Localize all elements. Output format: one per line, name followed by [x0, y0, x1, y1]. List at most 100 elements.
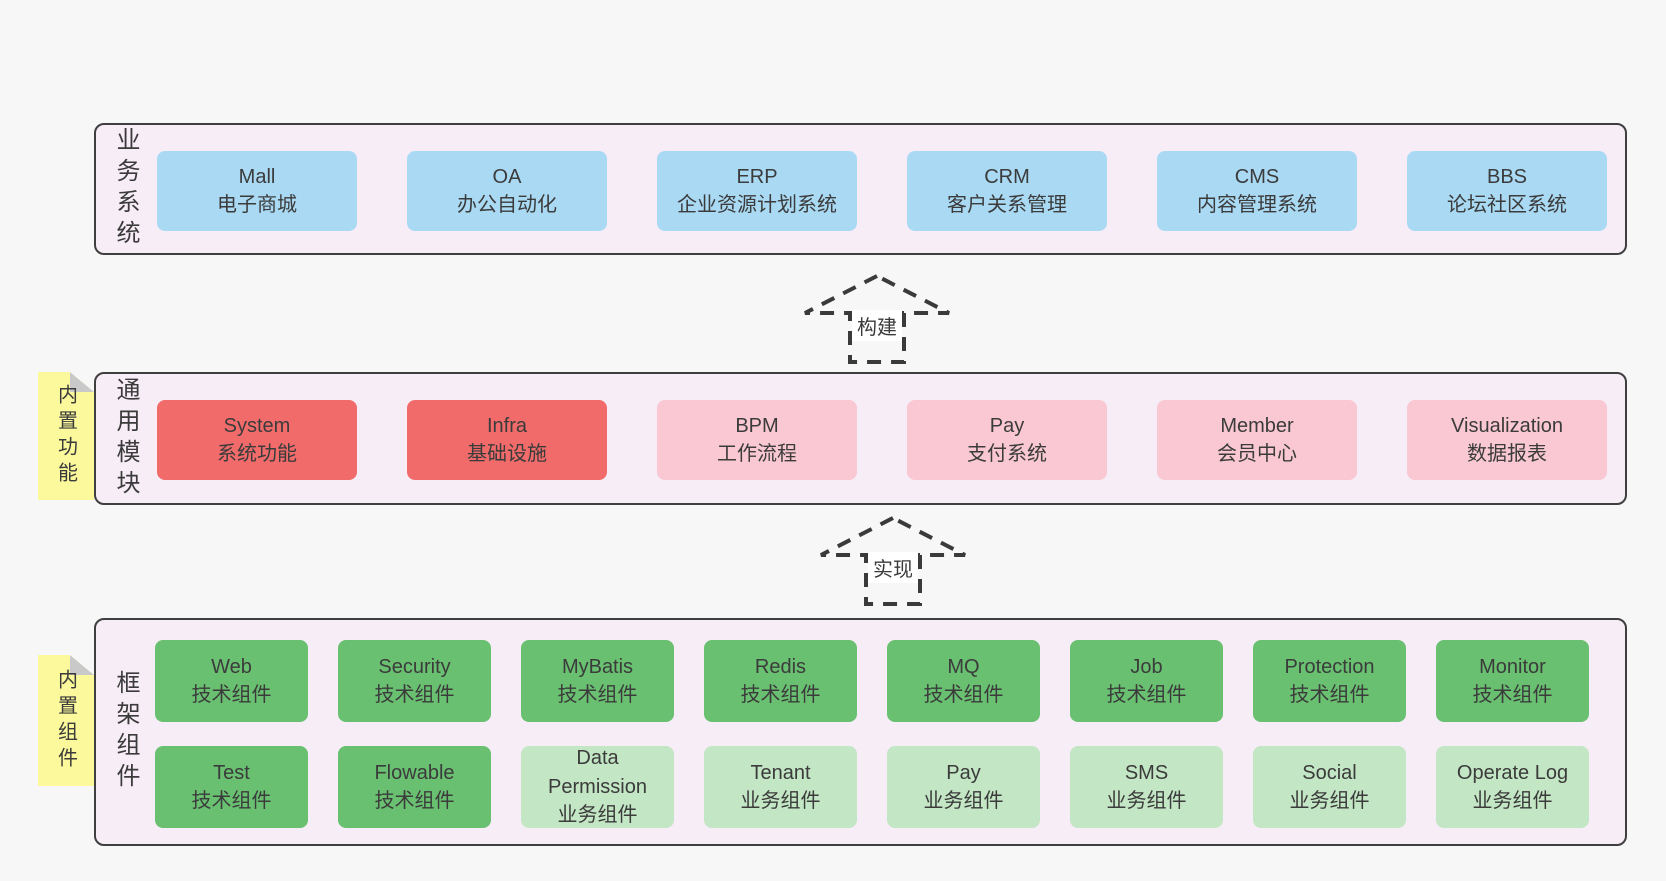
module-desc: 会员中心	[1217, 443, 1297, 465]
module-name: CRM	[984, 165, 1030, 188]
module-box-mq: MQ 技术组件	[887, 640, 1040, 722]
module-box-operate-log: Operate Log 业务组件	[1436, 746, 1589, 828]
module-row: Web 技术组件 Security 技术组件 MyBatis 技术组件 Redis 技术组件 M…	[155, 640, 1589, 722]
module-name: Job	[1130, 655, 1163, 678]
module-name: Social	[1302, 761, 1357, 784]
module-desc: 办公自动化	[457, 194, 557, 216]
module-name: Web	[211, 655, 252, 678]
sticky-note-builtin-features: 内置功能	[38, 372, 94, 500]
module-name: Protection	[1284, 655, 1375, 678]
module-desc: 基础设施	[467, 443, 547, 465]
module-box-mall: Mall 电子商城	[157, 151, 357, 231]
module-name: ERP	[736, 165, 778, 188]
module-box-security: Security 技术组件	[338, 640, 491, 722]
module-name: Security	[378, 655, 451, 678]
module-name: Operate Log	[1456, 761, 1569, 784]
module-desc: 业务组件	[740, 790, 821, 812]
module-desc: 技术组件	[557, 684, 638, 706]
module-name: Pay	[946, 761, 981, 784]
module-name: Redis	[754, 655, 807, 678]
module-box-sms: SMS 业务组件	[1070, 746, 1223, 828]
module-name: Visualization	[1451, 414, 1563, 437]
module-desc: 工作流程	[717, 443, 797, 465]
module-desc: 技术组件	[191, 790, 272, 812]
module-box-pay: Pay 业务组件	[887, 746, 1040, 828]
module-box-social: Social 业务组件	[1253, 746, 1406, 828]
module-desc: 业务组件	[923, 790, 1004, 812]
module-name: Data Permission	[548, 747, 647, 798]
module-name: BBS	[1486, 165, 1528, 188]
module-name: MyBatis	[561, 655, 634, 678]
module-desc: 业务组件	[1472, 790, 1553, 812]
module-desc: 企业资源计划系统	[677, 194, 837, 216]
module-row: System 系统功能 Infra 基础设施 BPM 工作流程 Pay 支付系统 Member 会…	[157, 400, 1607, 480]
module-desc: 支付系统	[967, 443, 1047, 465]
sticky-note-label: 内置功能	[54, 384, 77, 488]
module-desc: 业务组件	[557, 804, 638, 827]
module-desc: 技术组件	[1289, 684, 1370, 706]
module-box-oa: OA 办公自动化	[407, 151, 607, 231]
module-name: SMS	[1124, 761, 1169, 784]
module-desc: 技术组件	[923, 684, 1004, 706]
module-desc: 技术组件	[1106, 684, 1187, 706]
implement-arrow: 实现	[813, 514, 973, 608]
module-name: Member	[1220, 414, 1294, 437]
module-name: OA	[492, 165, 522, 188]
build-arrow: 构建	[797, 272, 957, 366]
module-box-cms: CMS 内容管理系统	[1157, 151, 1357, 231]
module-desc: 业务组件	[1289, 790, 1370, 812]
layer-label-framework-components: 框架组件	[112, 670, 139, 794]
module-box-web: Web 技术组件	[155, 640, 308, 722]
module-desc: 系统功能	[217, 443, 297, 465]
module-desc: 论坛社区系统	[1447, 194, 1567, 216]
module-desc: 客户关系管理	[947, 194, 1067, 216]
module-desc: 技术组件	[1472, 684, 1553, 706]
module-box-test: Test 技术组件	[155, 746, 308, 828]
module-box-monitor: Monitor 技术组件	[1436, 640, 1589, 722]
module-box-member: Member 会员中心	[1157, 400, 1357, 480]
module-box-redis: Redis 技术组件	[704, 640, 857, 722]
module-name: BPM	[735, 414, 779, 437]
module-box-tenant: Tenant 业务组件	[704, 746, 857, 828]
layer-common-modules: 通用模块 System 系统功能 Infra 基础设施 BPM 工作流程 Pay 支付系统 Me…	[94, 372, 1627, 505]
module-box-visualization: Visualization 数据报表	[1407, 400, 1607, 480]
implement-arrow-label: 实现	[868, 552, 918, 583]
module-name: System	[223, 414, 291, 437]
module-box-bbs: BBS 论坛社区系统	[1407, 151, 1607, 231]
module-name: Flowable	[374, 761, 455, 784]
module-desc: 技术组件	[374, 790, 455, 812]
module-desc: 技术组件	[191, 684, 272, 706]
layer-label-business-systems: 业务系统	[112, 127, 139, 251]
module-box-erp: ERP 企业资源计划系统	[657, 151, 857, 231]
module-desc: 技术组件	[374, 684, 455, 706]
module-box-bpm: BPM 工作流程	[657, 400, 857, 480]
module-desc: 技术组件	[740, 684, 821, 706]
module-box-system: System 系统功能	[157, 400, 357, 480]
module-name: Mall	[238, 165, 276, 188]
dashed-up-arrow-icon	[820, 515, 966, 606]
module-desc: 内容管理系统	[1197, 194, 1317, 216]
module-box-flowable: Flowable 技术组件	[338, 746, 491, 828]
module-row: Test 技术组件 Flowable 技术组件 Data Permission 业务组件 T…	[155, 746, 1589, 828]
module-name: Tenant	[750, 761, 811, 784]
module-desc: 数据报表	[1467, 443, 1547, 465]
module-name: CMS	[1234, 165, 1280, 188]
module-box-mybatis: MyBatis 技术组件	[521, 640, 674, 722]
module-name: MQ	[947, 655, 980, 678]
module-row: Mall 电子商城 OA 办公自动化 ERP 企业资源计划系统 CRM 客户关系管理 CMS 内容…	[157, 151, 1607, 231]
build-arrow-label: 构建	[852, 310, 902, 341]
module-desc: 电子商城	[217, 194, 297, 216]
layer-business-systems: 业务系统 Mall 电子商城 OA 办公自动化 ERP 企业资源计划系统 CRM 客户关系管理…	[94, 123, 1627, 255]
module-box-pay: Pay 支付系统	[907, 400, 1107, 480]
module-desc: 业务组件	[1106, 790, 1187, 812]
sticky-note-builtin-components: 内置组件	[38, 655, 94, 786]
module-box-infra: Infra 基础设施	[407, 400, 607, 480]
module-box-protection: Protection 技术组件	[1253, 640, 1406, 722]
module-box-job: Job 技术组件	[1070, 640, 1223, 722]
layer-label-common-modules: 通用模块	[112, 376, 139, 501]
sticky-note-label: 内置组件	[54, 668, 77, 773]
layer-framework-components: 框架组件 Web 技术组件 Security 技术组件 MyBatis 技术组件 Redis…	[94, 618, 1627, 846]
module-name: Test	[213, 761, 250, 784]
module-name: Pay	[989, 414, 1025, 437]
